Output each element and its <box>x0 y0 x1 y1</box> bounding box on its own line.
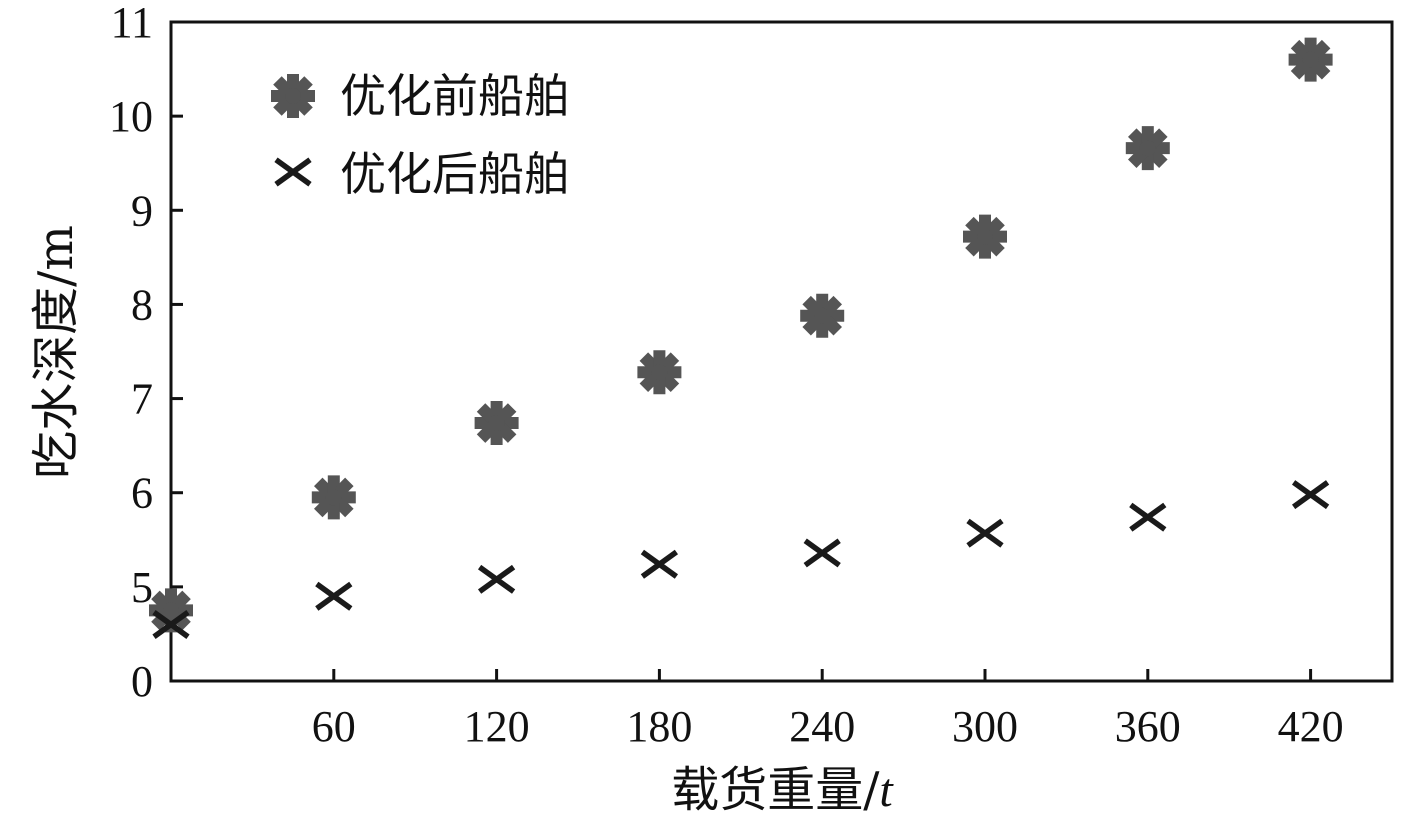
series-0-point-3 <box>637 350 682 395</box>
series-0-point-4 <box>800 293 845 338</box>
x-tick-label-5: 360 <box>1115 702 1181 751</box>
y-tick-label-4: 8 <box>131 280 153 329</box>
series-1-point-1 <box>315 581 353 611</box>
series-1-point-5 <box>966 518 1004 548</box>
y-tick-label-3: 7 <box>131 375 153 424</box>
series-1-point-0 <box>152 610 190 639</box>
x-tick-label-6: 420 <box>1278 702 1344 751</box>
legend-asterisk-icon <box>271 74 315 118</box>
series-1-point-2 <box>477 564 516 594</box>
x-axis-title-text: 载货重量/ <box>671 762 880 818</box>
series-0-point-6 <box>1125 126 1170 171</box>
legend-x-icon <box>274 157 312 187</box>
series-0-point-1 <box>311 475 356 520</box>
y-tick-label-2: 6 <box>131 469 153 518</box>
x-tick-label-0: 60 <box>312 702 356 751</box>
legend-marker-asterisk <box>271 74 315 118</box>
x-tick-label-2: 180 <box>626 702 692 751</box>
y-axis-title: 吃水深度/m <box>28 225 84 479</box>
ticks-layer <box>171 20 1313 681</box>
x-axis-title-unit: t <box>879 764 894 817</box>
series-1-point-4 <box>803 538 841 568</box>
points-layer <box>149 37 1333 639</box>
series-1-point-6 <box>1129 502 1167 532</box>
series-1-point-3 <box>640 549 679 579</box>
x-axis-title: 载货重量/t <box>671 762 894 818</box>
tick-labels-layer: 60 120 180 240 300 360 420 0 5 6 7 8 9 10 11 <box>109 0 1344 751</box>
legend-label-0: 优化前船舶 <box>340 69 570 123</box>
legend-marker-x <box>274 157 312 187</box>
plot-frame <box>169 20 1394 683</box>
legend: 优化前船舶 优化后船舶 <box>271 69 570 201</box>
x-tick-label-3: 240 <box>789 702 855 751</box>
series-0-point-5 <box>963 214 1007 259</box>
series-0-point-7 <box>1288 37 1333 82</box>
y-tick-label-0: 0 <box>131 657 153 706</box>
series-0-point-0 <box>149 588 193 633</box>
y-tick-label-5: 9 <box>131 186 153 235</box>
x-tick-label-4: 300 <box>952 702 1018 751</box>
y-tick-label-1: 5 <box>131 563 153 612</box>
legend-label-1: 优化后船舶 <box>340 147 570 201</box>
series-1-point-7 <box>1291 480 1330 510</box>
y-tick-label-7: 11 <box>111 0 153 47</box>
x-tick-label-1: 120 <box>464 702 530 751</box>
y-tick-label-6: 10 <box>109 92 153 141</box>
series-0-point-2 <box>474 401 519 446</box>
